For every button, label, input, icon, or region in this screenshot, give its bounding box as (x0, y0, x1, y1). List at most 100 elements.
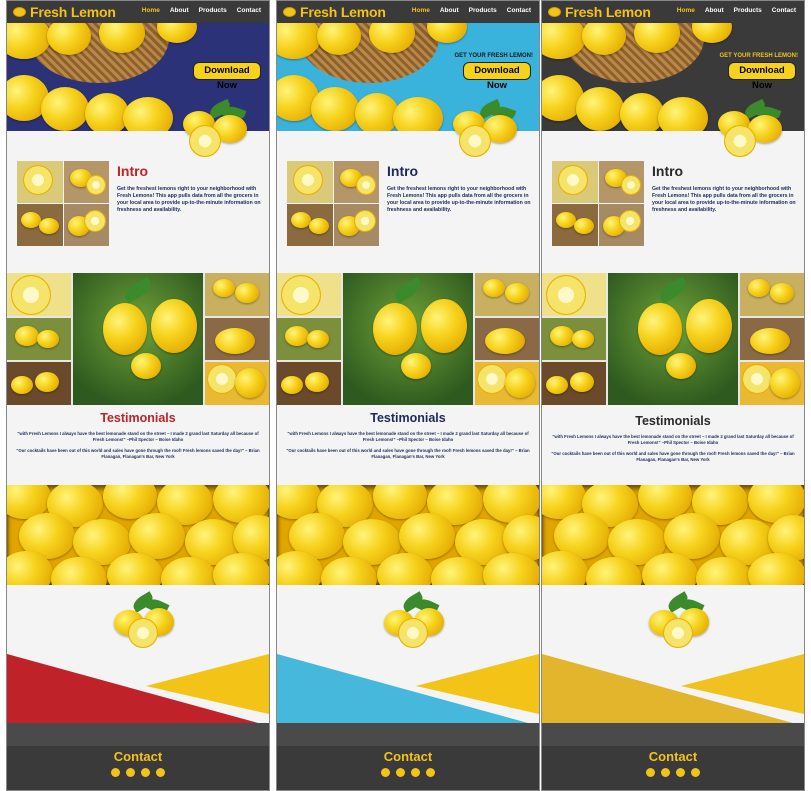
photo-tile (598, 161, 644, 203)
lemon-pile-photo (542, 485, 804, 585)
lemon-image (750, 327, 790, 354)
contact-heading[interactable]: Contact (113, 749, 163, 764)
intro-section: Intro Get the freshest lemons right to y… (7, 98, 269, 271)
social-dot-icon[interactable] (676, 768, 685, 777)
intro-paragraph: Get the freshest lemons right to your ne… (652, 186, 796, 214)
bottom-section (277, 586, 539, 726)
lemon-slice-icon (663, 618, 693, 648)
lemon-image (642, 553, 698, 585)
decorative-wedge (277, 654, 539, 726)
lemon-pile-photo (7, 485, 269, 585)
lemon-photo-collage (542, 273, 804, 405)
lemon-image (123, 97, 173, 131)
lemon-image (666, 353, 696, 379)
lemon-slice-icon (546, 275, 586, 315)
lemon-image (215, 327, 255, 354)
lemons-with-leaves-image (710, 98, 782, 159)
lemons-with-leaves-image (112, 591, 176, 650)
social-icons (542, 768, 804, 777)
photo-tile (287, 204, 333, 246)
brand-name: Fresh Lemon (30, 4, 116, 20)
lemon-image (505, 283, 529, 303)
social-dot-icon[interactable] (396, 768, 405, 777)
logo[interactable]: Fresh Lemon (13, 4, 116, 20)
nav-products[interactable]: Products (468, 7, 497, 14)
lemon-image (39, 218, 59, 234)
photo-tile (277, 273, 341, 316)
photo-tile (740, 317, 804, 361)
lemon-image (35, 372, 59, 393)
nav-about[interactable]: About (439, 7, 459, 14)
lemon-image (285, 325, 309, 346)
lemon-image (483, 279, 505, 297)
intro-paragraph: Get the freshest lemons right to your ne… (387, 186, 531, 214)
photo-tile (740, 362, 804, 405)
lemon-logo-icon (283, 7, 296, 17)
download-button[interactable]: Download Now (728, 62, 796, 91)
intro-paragraph: Get the freshest lemons right to your ne… (117, 186, 261, 214)
lemon-image (131, 353, 161, 379)
lemons-with-leaves-image (382, 591, 446, 650)
yellow-wedge (680, 654, 804, 714)
collage-left-column (542, 273, 606, 405)
lemon-tree-photo (73, 273, 203, 405)
social-dot-icon[interactable] (381, 768, 390, 777)
logo[interactable]: Fresh Lemon (283, 4, 386, 20)
nav-products[interactable]: Products (198, 7, 227, 14)
social-dot-icon[interactable] (411, 768, 420, 777)
download-button[interactable]: Download Now (193, 62, 261, 91)
lemon-image (570, 372, 594, 393)
lemon-image (638, 303, 682, 355)
top-nav: Fresh Lemon Home About Products Contact (7, 1, 269, 23)
social-dot-icon[interactable] (646, 768, 655, 777)
lemon-image (103, 303, 147, 355)
lemon-slice-icon (207, 364, 237, 395)
photo-tile (7, 362, 71, 405)
lemon-photo-collage (7, 273, 269, 405)
lemon-image (620, 93, 664, 131)
dark-band (542, 723, 804, 747)
main-menu: Home About Products Contact (142, 7, 261, 14)
social-dot-icon[interactable] (426, 768, 435, 777)
nav-products[interactable]: Products (733, 7, 762, 14)
nav-about[interactable]: About (169, 7, 189, 14)
lemon-slice-icon (558, 165, 588, 195)
footer: Contact (7, 746, 269, 790)
lemon-image (235, 368, 265, 399)
testimonials-section: Testimonials "with Fresh Lemons I always… (7, 406, 269, 484)
social-dot-icon[interactable] (691, 768, 700, 777)
intro-section: Intro Get the freshest lemons right to y… (542, 98, 804, 271)
nav-home[interactable]: Home (411, 7, 430, 14)
nav-contact[interactable]: Contact (771, 7, 796, 14)
download-button[interactable]: Download Now (463, 62, 531, 91)
accent-wedge (277, 654, 539, 726)
nav-about[interactable]: About (704, 7, 724, 14)
bottom-section (7, 586, 269, 726)
nav-contact[interactable]: Contact (236, 7, 261, 14)
accent-wedge (7, 654, 269, 726)
social-dot-icon[interactable] (126, 768, 135, 777)
decorative-wedge (542, 654, 804, 726)
lemon-image (686, 299, 732, 353)
logo[interactable]: Fresh Lemon (548, 4, 651, 20)
social-dot-icon[interactable] (661, 768, 670, 777)
lemon-slice-icon (620, 175, 641, 195)
nav-home[interactable]: Home (676, 7, 695, 14)
collage-right-column (475, 273, 539, 405)
lemon-image (401, 353, 431, 379)
brand-name: Fresh Lemon (565, 4, 651, 20)
lemons-with-leaves-image (175, 98, 247, 159)
social-dot-icon[interactable] (111, 768, 120, 777)
intro-photo-grid (17, 161, 109, 246)
social-dot-icon[interactable] (141, 768, 150, 777)
photo-tile (475, 362, 539, 405)
collage-left-column (7, 273, 71, 405)
contact-heading[interactable]: Contact (648, 749, 698, 764)
contact-heading[interactable]: Contact (383, 749, 433, 764)
main-menu: Home About Products Contact (677, 7, 796, 14)
nav-home[interactable]: Home (141, 7, 160, 14)
testimonials-title: Testimonials (635, 414, 711, 428)
nav-contact[interactable]: Contact (506, 7, 531, 14)
page-mockup: Fresh Lemon Home About Products Contact … (276, 0, 540, 791)
social-dot-icon[interactable] (156, 768, 165, 777)
